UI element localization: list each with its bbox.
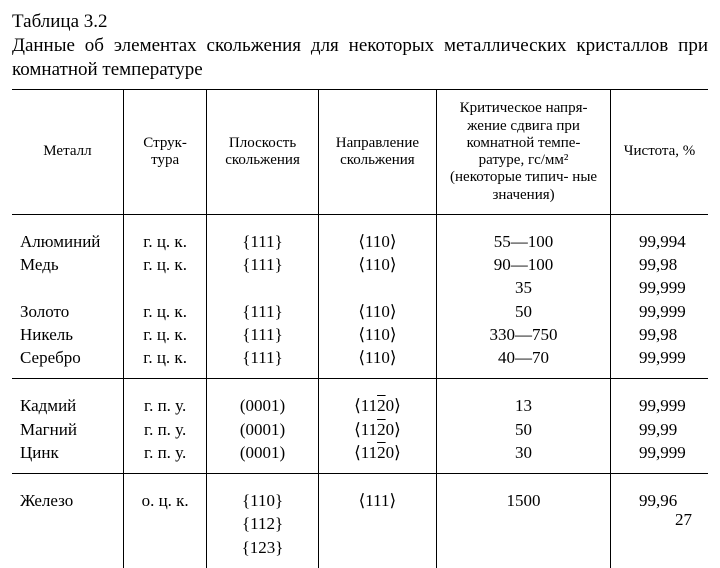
cell-plane: {111} — [207, 346, 318, 379]
table-row: Сереброг. ц. к.{111}⟨110⟩40—7099,999 — [12, 346, 708, 379]
cell-plane: (0001) — [207, 441, 318, 474]
cell-purity — [611, 536, 708, 568]
cell-direction — [318, 536, 436, 568]
col-structure: Струк- тура — [123, 90, 207, 215]
cell-structure — [123, 276, 207, 299]
cell-stress: 330—750 — [437, 323, 611, 346]
cell-plane: {123} — [207, 536, 318, 568]
cell-metal: Серебро — [12, 346, 123, 379]
cell-direction: ⟨110⟩ — [318, 346, 436, 379]
cell-plane: {112} — [207, 512, 318, 535]
table-row: Кадмийг. п. у.(0001)⟨1120⟩1399,999 — [12, 379, 708, 418]
cell-structure — [123, 536, 207, 568]
cell-purity: 99,999 — [611, 276, 708, 299]
table-row: {123} — [12, 536, 708, 568]
cell-stress: 30 — [437, 441, 611, 474]
table-row: Золотог. ц. к.{111}⟨110⟩5099,999 — [12, 300, 708, 323]
table-body: Алюминийг. ц. к.{111}⟨110⟩55—10099,994Ме… — [12, 214, 708, 568]
cell-direction: ⟨110⟩ — [318, 214, 436, 253]
cell-purity: 99,98 — [611, 323, 708, 346]
cell-structure: о. ц. к. — [123, 474, 207, 513]
cell-plane: {111} — [207, 214, 318, 253]
cell-plane: {111} — [207, 300, 318, 323]
cell-metal: Железо — [12, 474, 123, 513]
table-row: Никельг. ц. к.{111}⟨110⟩330—75099,98 — [12, 323, 708, 346]
cell-purity: 99,99 — [611, 418, 708, 441]
cell-stress: 55—100 — [437, 214, 611, 253]
cell-metal: Цинк — [12, 441, 123, 474]
page: Таблица 3.2 Данные об элементах скольжен… — [0, 0, 720, 540]
cell-metal: Медь — [12, 253, 123, 276]
cell-metal: Магний — [12, 418, 123, 441]
cell-metal: Никель — [12, 323, 123, 346]
table-header: Металл Струк- тура Плоскость скольжения … — [12, 90, 708, 215]
cell-purity: 99,98 — [611, 253, 708, 276]
cell-metal — [12, 276, 123, 299]
cell-plane — [207, 276, 318, 299]
cell-direction: ⟨1120⟩ — [318, 379, 436, 418]
cell-stress: 1500 — [437, 474, 611, 513]
cell-structure: г. ц. к. — [123, 214, 207, 253]
col-stress: Критическое напря- жение сдвига при комн… — [437, 90, 611, 215]
cell-direction: ⟨1120⟩ — [318, 441, 436, 474]
table-row: Железоо. ц. к.{110}⟨111⟩150099,96 — [12, 474, 708, 513]
cell-metal: Алюминий — [12, 214, 123, 253]
col-metal: Металл — [12, 90, 123, 215]
cell-stress — [437, 512, 611, 535]
cell-purity: 99,999 — [611, 346, 708, 379]
cell-purity: 99,994 — [611, 214, 708, 253]
col-plane: Плоскость скольжения — [207, 90, 318, 215]
cell-purity — [611, 512, 708, 535]
cell-stress: 90—100 — [437, 253, 611, 276]
cell-direction — [318, 276, 436, 299]
cell-structure: г. п. у. — [123, 418, 207, 441]
table-row: Магнийг. п. у.(0001)⟨1120⟩5099,99 — [12, 418, 708, 441]
cell-direction: ⟨111⟩ — [318, 474, 436, 513]
cell-plane: (0001) — [207, 379, 318, 418]
cell-purity: 99,999 — [611, 441, 708, 474]
table-row: {112} — [12, 512, 708, 535]
cell-direction: ⟨110⟩ — [318, 253, 436, 276]
cell-direction: ⟨110⟩ — [318, 300, 436, 323]
cell-stress — [437, 536, 611, 568]
cell-metal — [12, 536, 123, 568]
cell-stress: 35 — [437, 276, 611, 299]
cell-direction: ⟨110⟩ — [318, 323, 436, 346]
cell-structure: г. ц. к. — [123, 346, 207, 379]
cell-plane: {111} — [207, 253, 318, 276]
cell-direction — [318, 512, 436, 535]
cell-structure — [123, 512, 207, 535]
cell-plane: {111} — [207, 323, 318, 346]
cell-structure: г. ц. к. — [123, 253, 207, 276]
cell-structure: г. п. у. — [123, 379, 207, 418]
cell-purity: 99,96 — [611, 474, 708, 513]
cell-plane: (0001) — [207, 418, 318, 441]
table-caption-number: Таблица 3.2 — [12, 10, 708, 34]
cell-purity: 99,999 — [611, 300, 708, 323]
cell-metal: Кадмий — [12, 379, 123, 418]
cell-stress: 50 — [437, 418, 611, 441]
cell-purity: 99,999 — [611, 379, 708, 418]
table-caption-text: Данные об элементах скольжения для некот… — [12, 34, 708, 82]
cell-stress: 40—70 — [437, 346, 611, 379]
table-row: Медьг. ц. к.{111}⟨110⟩90—10099,98 — [12, 253, 708, 276]
cell-stress: 50 — [437, 300, 611, 323]
cell-stress: 13 — [437, 379, 611, 418]
cell-metal: Золото — [12, 300, 123, 323]
slip-systems-table: Металл Струк- тура Плоскость скольжения … — [12, 89, 708, 568]
cell-direction: ⟨1120⟩ — [318, 418, 436, 441]
cell-plane: {110} — [207, 474, 318, 513]
col-purity: Чистота, % — [611, 90, 708, 215]
table-row: Цинкг. п. у.(0001)⟨1120⟩3099,999 — [12, 441, 708, 474]
col-direction: Направление скольжения — [318, 90, 436, 215]
cell-structure: г. ц. к. — [123, 300, 207, 323]
cell-structure: г. п. у. — [123, 441, 207, 474]
page-number: 27 — [675, 510, 692, 530]
cell-structure: г. ц. к. — [123, 323, 207, 346]
table-row: Алюминийг. ц. к.{111}⟨110⟩55—10099,994 — [12, 214, 708, 253]
cell-metal — [12, 512, 123, 535]
table-row: 3599,999 — [12, 276, 708, 299]
